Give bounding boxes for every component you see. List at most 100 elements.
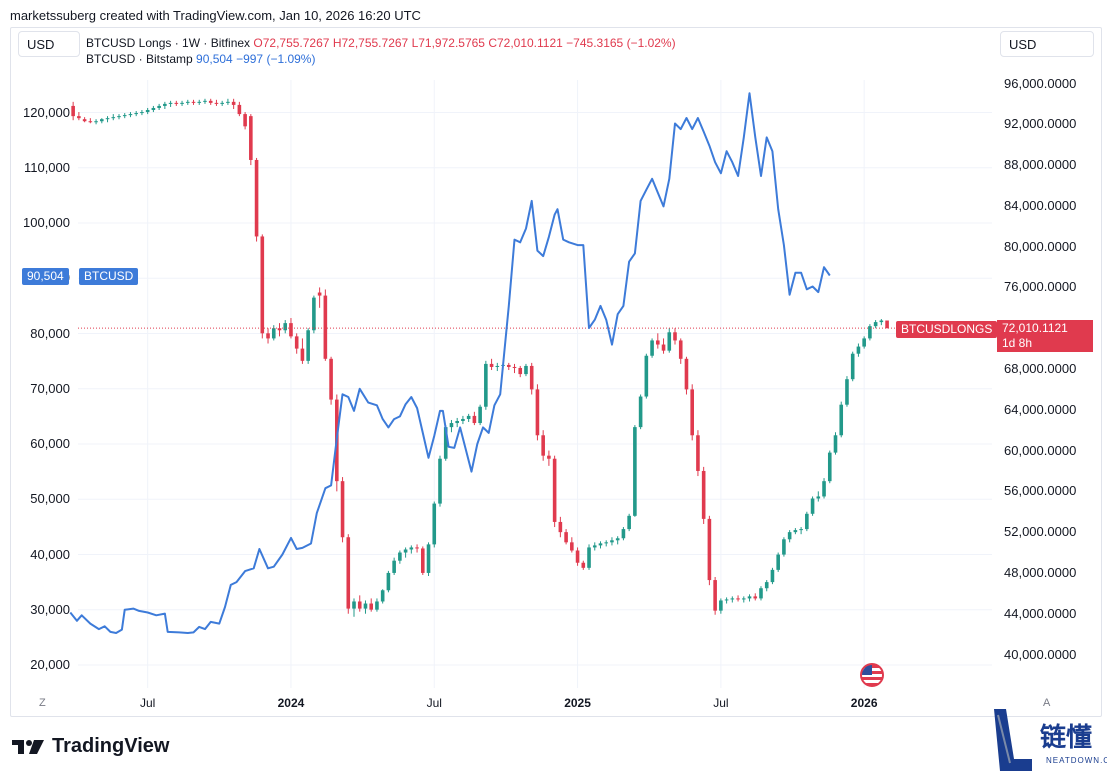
zoom-reset-button[interactable]: Z	[39, 697, 46, 709]
candle-body	[856, 346, 861, 354]
candle-body	[111, 117, 116, 119]
candle-body	[506, 364, 511, 367]
candle-body	[782, 539, 786, 555]
candle-body	[868, 326, 872, 339]
legend-series1-name: BTCUSD Longs · 1W · Bitfinex	[86, 36, 251, 50]
tradingview-logo[interactable]: TradingView	[12, 735, 169, 758]
btc-last-value-tag: 90,504	[22, 268, 69, 285]
candle-body	[736, 598, 740, 600]
candle-body	[151, 107, 156, 111]
chart-credit: marketssuberg created with TradingView.c…	[10, 8, 421, 23]
candle-body	[208, 100, 213, 103]
left-axis-tick: 100,000	[23, 215, 70, 230]
longs-last-value-tag: 72,010.1121 1d 8h	[997, 320, 1093, 352]
candle-body	[312, 297, 316, 331]
right-axis-tick: 40,000.0000	[1004, 646, 1077, 662]
candle-body	[231, 101, 236, 105]
candle-body	[644, 355, 649, 397]
candle-body	[214, 102, 219, 104]
left-currency-button[interactable]: USD	[18, 31, 80, 57]
candle-body	[420, 548, 425, 573]
candle-body	[667, 332, 672, 351]
candle-body	[122, 115, 127, 117]
legend-series2-last: 90,504	[196, 52, 233, 66]
candle-body	[707, 518, 712, 581]
candle-body	[260, 236, 265, 334]
btc-last-value: 90,504	[27, 269, 64, 283]
candle-body	[839, 404, 844, 436]
candle-body	[570, 542, 574, 551]
longs-last-value: 72,010.1121	[1002, 321, 1068, 335]
candle-body	[805, 513, 809, 530]
candle-body	[753, 596, 758, 599]
time-axis-tick: Jul	[713, 696, 729, 710]
left-axis-tick: 40,000	[30, 546, 70, 562]
candle-body	[197, 101, 202, 103]
candle-body	[719, 600, 723, 611]
candle-body	[598, 543, 603, 546]
candle-body	[650, 340, 654, 356]
candle-body	[850, 353, 855, 380]
right-axis-tick: 88,000.0000	[1004, 157, 1077, 173]
right-axis-tick: 60,000.0000	[1004, 442, 1077, 458]
candle-body	[466, 415, 471, 419]
watermark-en: NEATDOWN.COM	[1046, 756, 1107, 765]
left-axis-tick: 120,000	[23, 104, 70, 120]
right-currency-button[interactable]: USD	[1000, 31, 1094, 57]
candle-body	[690, 389, 694, 436]
candle-body	[277, 328, 282, 331]
candle-body	[352, 601, 356, 609]
candle-body	[478, 406, 482, 424]
right-axis-tick: 92,000.0000	[1004, 116, 1077, 132]
candle-body	[294, 336, 299, 349]
candle-body	[88, 121, 93, 123]
candle-body	[409, 547, 414, 550]
candle-body	[822, 481, 826, 497]
legend-series2[interactable]: BTCUSD · Bitstamp 90,504 −997 (−1.09%)	[86, 52, 315, 66]
candle-body	[656, 340, 660, 345]
left-axis-tick: 80,000	[30, 325, 70, 341]
candle-body	[105, 118, 110, 120]
candle-body	[713, 580, 717, 611]
candle-body	[730, 598, 735, 600]
candle-body	[163, 103, 167, 106]
legend-series2-name: BTCUSD · Bitstamp	[86, 52, 193, 66]
candle-body	[558, 521, 563, 533]
candle-body	[306, 330, 310, 361]
auto-scale-button[interactable]: A	[1043, 697, 1051, 709]
candle-body	[357, 601, 362, 609]
candle-body	[764, 582, 769, 589]
candle-body	[134, 113, 138, 115]
legend-series2-change: −997 (−1.09%)	[236, 52, 316, 66]
candle-body	[403, 549, 408, 553]
candle-body	[547, 455, 551, 459]
candle-body	[833, 435, 838, 453]
candle-body	[346, 537, 351, 609]
candle-body	[879, 320, 884, 323]
left-axis-tick: 60,000	[30, 436, 70, 451]
candle-body	[174, 102, 179, 104]
btc-series-label: BTCUSD	[84, 269, 134, 283]
candle-body	[128, 114, 133, 116]
candle-body	[289, 323, 293, 337]
candle-body	[793, 530, 798, 533]
legend-series1[interactable]: BTCUSD Longs · 1W · Bitfinex O72,755.726…	[86, 36, 676, 50]
btc-series-tag: BTCUSD	[79, 268, 139, 285]
right-axis-tick: 84,000.0000	[1004, 197, 1077, 213]
candle-body	[271, 328, 276, 339]
candle-body	[759, 588, 763, 599]
candle-body	[461, 418, 465, 422]
candle-body	[100, 119, 104, 122]
candle-body	[873, 322, 878, 327]
candle-body	[369, 603, 374, 610]
candle-body	[117, 116, 121, 118]
candle-body	[610, 540, 614, 543]
legend-series1-close: C72,010.1121	[488, 36, 563, 50]
candle-body	[495, 365, 500, 367]
right-axis-tick: 44,000.0000	[1004, 605, 1077, 621]
left-axis-tick: 30,000	[30, 601, 70, 617]
chart-panel[interactable]	[10, 27, 1102, 717]
candle-body	[191, 101, 196, 103]
candle-body	[541, 435, 545, 456]
